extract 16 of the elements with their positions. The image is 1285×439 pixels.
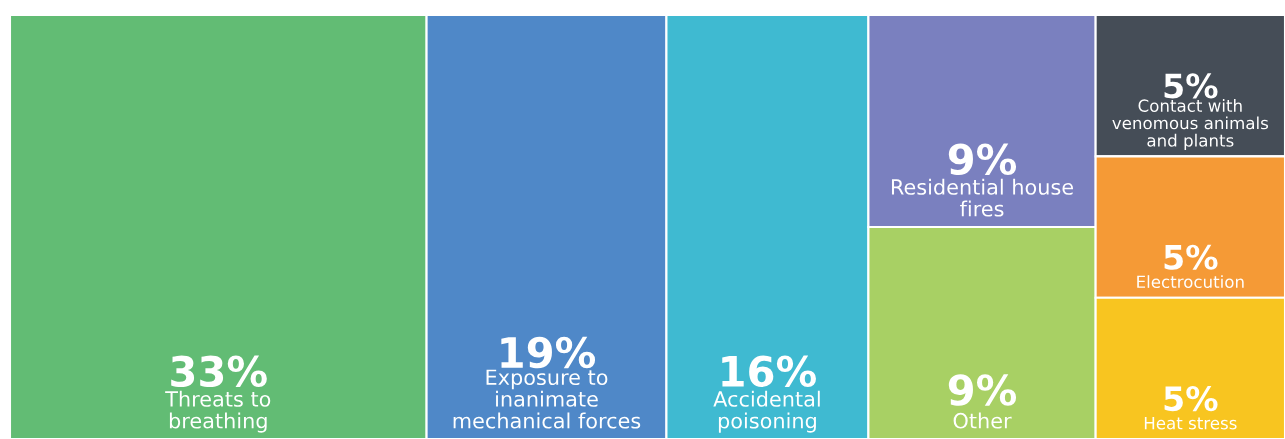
- data-label: 5%: [1164, 73, 1218, 99]
- category-label: Accidental poisoning: [713, 390, 820, 433]
- category-label: Other: [953, 412, 1012, 429]
- data-label: 9%: [948, 143, 1017, 176]
- category-label: Exposure to inanimate mechanical forces: [453, 369, 641, 429]
- data-label: 5%: [1164, 244, 1218, 270]
- category-label: Contact with venomous animals and plants: [1112, 99, 1269, 150]
- category-label: Threats to breathing: [165, 390, 271, 433]
- category-label: Residential house fires: [891, 178, 1074, 217]
- data-label: 9%: [948, 374, 1017, 406]
- category-label: Heat stress: [1144, 417, 1237, 430]
- data-label: 19%: [501, 336, 596, 369]
- data-label: 5%: [1164, 385, 1218, 412]
- data-label: 16%: [722, 355, 816, 388]
- data-label: 33%: [171, 355, 267, 388]
- category-label: Electrocution: [1137, 275, 1244, 289]
